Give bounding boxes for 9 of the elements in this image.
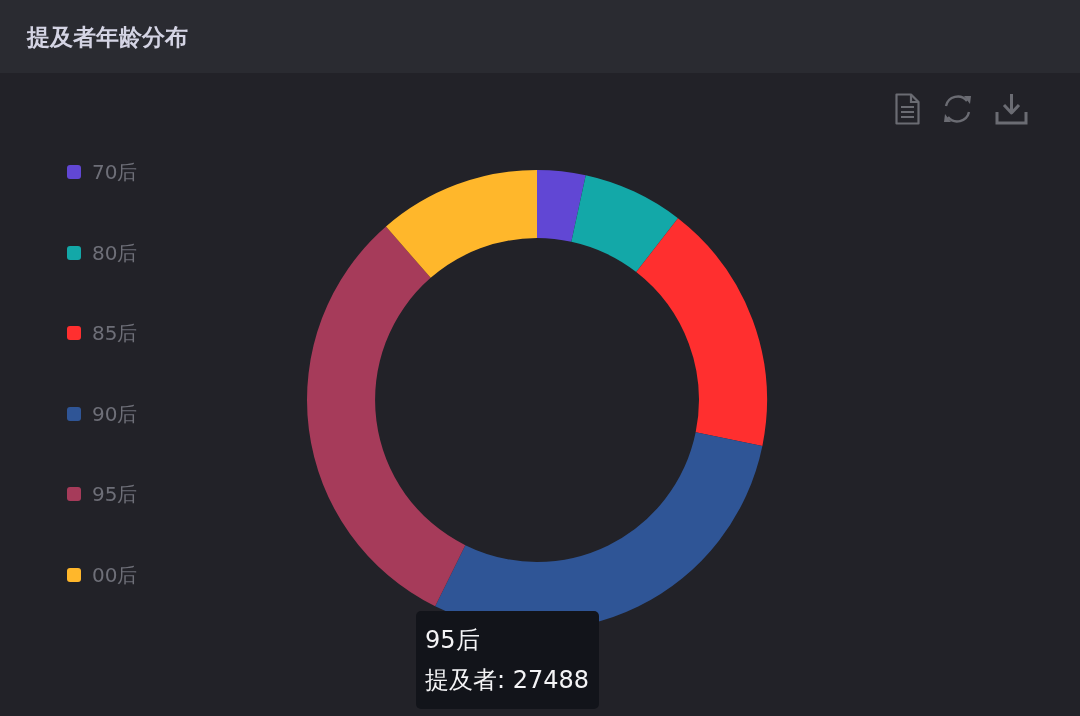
text: 提及者: 27488 <box>425 665 590 696</box>
legend-label: 00后 <box>92 562 138 589</box>
text: 95后 <box>425 625 481 656</box>
chart-title: 提及者年龄分布 <box>27 23 188 52</box>
legend-label: 80后 <box>92 239 138 267</box>
legend-label: 90后 <box>92 400 138 428</box>
legend-label: 95后 <box>92 481 138 509</box>
legend-label: 70后 <box>92 159 138 186</box>
legend-label: 85后 <box>92 320 138 348</box>
